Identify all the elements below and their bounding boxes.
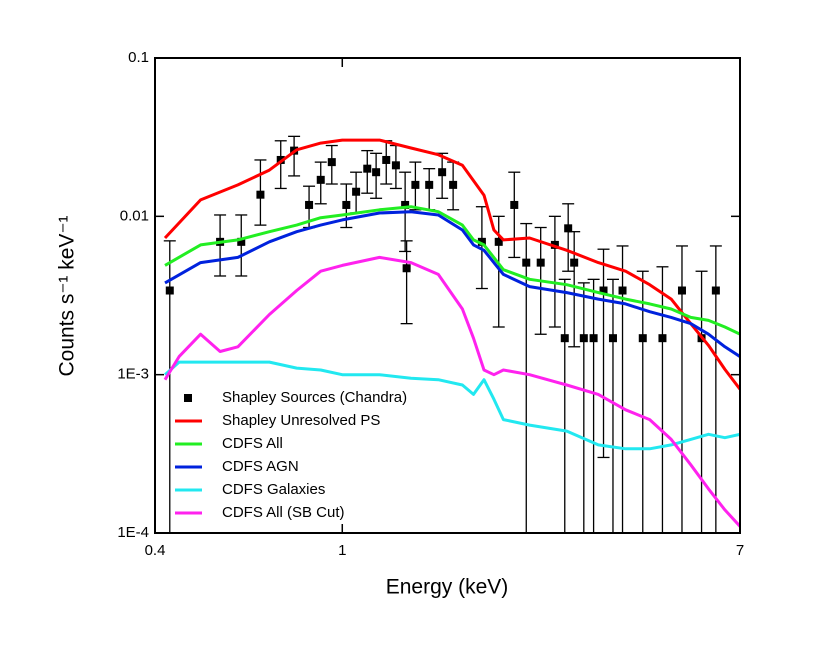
data-point bbox=[510, 200, 519, 209]
data-point bbox=[522, 258, 531, 267]
data-point bbox=[536, 258, 545, 267]
y-tick-label: 1E-3 bbox=[117, 366, 149, 383]
data-point bbox=[327, 158, 336, 167]
plot-frame bbox=[154, 57, 741, 534]
series-line bbox=[164, 210, 740, 358]
legend-label: CDFS All (SB Cut) bbox=[222, 504, 345, 521]
y-tick-label: 0.01 bbox=[120, 207, 149, 224]
data-point bbox=[477, 237, 486, 246]
data-point bbox=[305, 200, 314, 209]
data-point bbox=[599, 286, 608, 295]
data-point bbox=[579, 334, 588, 343]
legend-label: CDFS AGN bbox=[222, 458, 299, 475]
series-line bbox=[164, 360, 740, 451]
series-line bbox=[163, 138, 740, 391]
data-point bbox=[570, 258, 579, 267]
x-tick-label: 1 bbox=[338, 542, 346, 559]
data-point bbox=[564, 224, 573, 233]
legend-label: CDFS All bbox=[222, 435, 283, 452]
data-point bbox=[165, 286, 174, 295]
plot-area bbox=[163, 135, 740, 533]
data-point bbox=[391, 161, 400, 170]
data-point bbox=[316, 175, 325, 184]
x-tick-label: 0.4 bbox=[145, 542, 166, 559]
y-tick-label: 1E-4 bbox=[117, 524, 149, 541]
data-point bbox=[256, 190, 265, 199]
data-point bbox=[363, 164, 372, 173]
data-point bbox=[411, 180, 420, 189]
y-tick-label: 0.1 bbox=[128, 49, 149, 66]
legend-label: Shapley Sources (Chandra) bbox=[222, 389, 407, 406]
legend: Shapley Sources (Chandra) Shapley Unresol… bbox=[175, 389, 407, 521]
data-point bbox=[494, 237, 503, 246]
data-point bbox=[425, 180, 434, 189]
data-point bbox=[560, 334, 569, 343]
x-tick-label: 7 bbox=[736, 542, 744, 559]
data-point bbox=[401, 200, 410, 209]
data-point bbox=[372, 168, 381, 177]
data-point bbox=[638, 334, 647, 343]
data-point bbox=[711, 286, 720, 295]
y-axis-title: Counts s⁻¹ keV⁻¹ bbox=[56, 215, 79, 376]
data-point bbox=[658, 334, 667, 343]
data-point bbox=[342, 200, 351, 209]
data-point bbox=[237, 237, 246, 246]
data-point bbox=[449, 180, 458, 189]
series-line bbox=[163, 255, 740, 528]
legend-label: Shapley Unresolved PS bbox=[222, 412, 380, 429]
data-point bbox=[589, 334, 598, 343]
series-line bbox=[164, 205, 740, 336]
data-point bbox=[382, 155, 391, 164]
data-point bbox=[402, 264, 411, 273]
x-axis-title: Energy (keV) bbox=[386, 576, 509, 599]
legend-label: CDFS Galaxies bbox=[222, 481, 325, 498]
data-point bbox=[608, 334, 617, 343]
legend-symbol bbox=[184, 394, 192, 402]
data-point bbox=[352, 187, 361, 196]
data-point bbox=[677, 286, 686, 295]
data-point bbox=[438, 168, 447, 177]
data-point bbox=[618, 286, 627, 295]
